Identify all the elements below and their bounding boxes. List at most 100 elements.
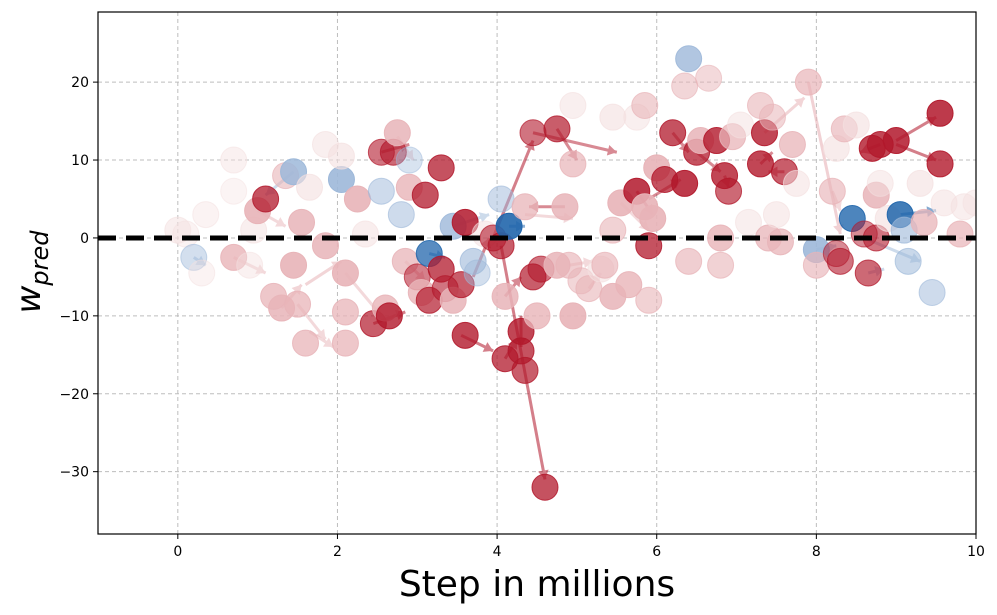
data-point [296, 173, 324, 201]
arrow-head [482, 342, 494, 352]
data-point [331, 259, 359, 287]
data-point [866, 169, 894, 197]
y-tick-label: 20 [71, 75, 89, 91]
arrow-head [275, 217, 286, 227]
data-point [427, 154, 455, 182]
data-point [735, 208, 763, 236]
arrow-head [833, 224, 844, 235]
y-tick-label: 0 [80, 231, 89, 247]
data-point [918, 278, 946, 306]
data-point [842, 111, 870, 139]
data-point [375, 302, 403, 330]
data-point [551, 193, 579, 221]
data-point [818, 177, 846, 205]
x-tick-label: 10 [967, 544, 985, 560]
data-point [511, 193, 539, 221]
arrow-head [322, 337, 334, 348]
arrow-head [794, 97, 805, 108]
arrow-head [315, 328, 326, 340]
data-point [727, 111, 755, 139]
data-point [715, 177, 743, 205]
data-point [292, 329, 320, 357]
data-point [946, 220, 974, 248]
x-tick-label: 0 [173, 544, 182, 560]
data-point [659, 119, 687, 147]
data-point [495, 212, 523, 240]
data-point [671, 169, 699, 197]
data-point [387, 201, 415, 229]
data-point [894, 247, 922, 275]
y-tick-label: −10 [59, 309, 89, 325]
data-point [906, 169, 934, 197]
data-point [459, 247, 487, 275]
data-point [635, 286, 663, 314]
data-point [926, 150, 954, 178]
data-point [854, 259, 882, 287]
data-point [707, 251, 735, 279]
y-axis-title-main: w [9, 285, 49, 313]
data-point [746, 150, 774, 178]
data-point [284, 290, 312, 318]
data-point [695, 64, 723, 92]
data-point [559, 302, 587, 330]
x-tick-label: 8 [812, 544, 821, 560]
data-point [910, 208, 938, 236]
arrow-head [478, 212, 490, 223]
data-point [487, 185, 515, 213]
arrow-head [511, 276, 522, 288]
arrow-head [831, 200, 842, 211]
data-point [252, 185, 280, 213]
data-point [794, 68, 822, 96]
data-point [327, 142, 355, 170]
axis-ticks: 0 2 4 6 8 10 −30 −20 −10 0 10 20 [59, 75, 984, 560]
y-tick-label: −20 [59, 387, 89, 403]
data-point [343, 185, 371, 213]
data-point [220, 243, 248, 271]
plot-frame [97, 11, 977, 535]
data-point [447, 271, 475, 299]
data-point [782, 169, 810, 197]
data-point [591, 251, 619, 279]
data-point [220, 177, 248, 205]
data-point [543, 115, 571, 143]
data-point [351, 220, 379, 248]
data-point [280, 251, 308, 279]
data-point [599, 103, 627, 131]
data-point [675, 247, 703, 275]
data-point [288, 208, 316, 236]
data-point [639, 204, 667, 232]
data-point [523, 302, 551, 330]
data-point [451, 208, 479, 236]
data-point [511, 356, 539, 384]
arrow-head [606, 144, 617, 156]
data-point [192, 201, 220, 229]
data-point [559, 91, 587, 119]
y-axis-title-subscript: pred [26, 230, 54, 287]
data-point [236, 251, 264, 279]
y-tick-label: −30 [59, 465, 89, 481]
data-point [962, 189, 976, 217]
x-tick-label: 2 [333, 544, 342, 560]
data-point [367, 177, 395, 205]
data-point [188, 259, 216, 287]
data-point [172, 220, 200, 248]
data-point [463, 259, 491, 287]
data-point [331, 329, 359, 357]
data-point [778, 130, 806, 158]
data-point [491, 282, 519, 310]
x-tick-label: 4 [493, 544, 502, 560]
data-point [766, 228, 794, 256]
arrow-shaft [806, 81, 842, 235]
data-point [531, 473, 559, 501]
data-point [671, 72, 699, 100]
data-markers [164, 45, 976, 501]
data-point [411, 181, 439, 209]
data-point [926, 99, 954, 127]
data-point [615, 271, 643, 299]
arrow-head [583, 257, 593, 269]
data-point [762, 201, 790, 229]
x-axis-title: Step in millions [399, 564, 675, 605]
data-point [519, 119, 547, 147]
trajectory-arrow [806, 81, 844, 235]
